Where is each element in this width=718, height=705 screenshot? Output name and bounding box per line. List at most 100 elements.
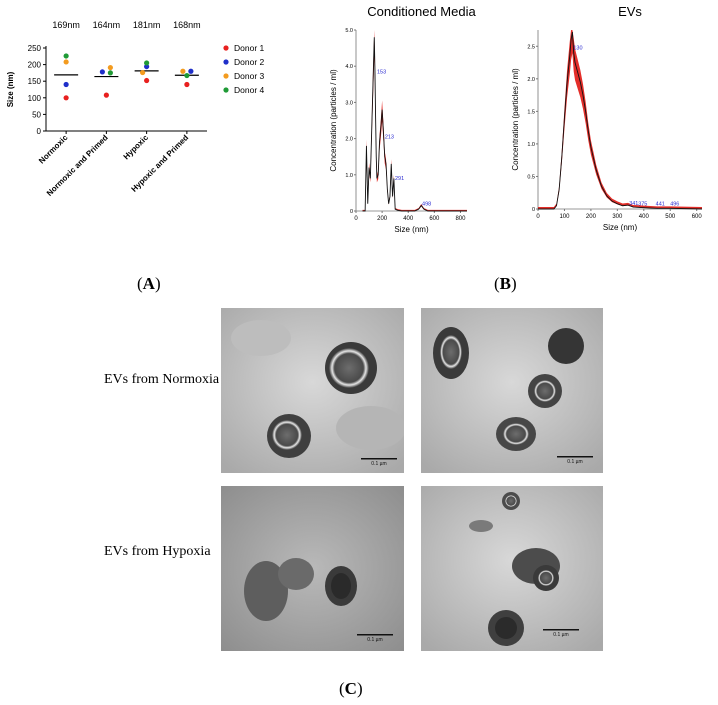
data-point xyxy=(107,64,113,71)
data-point xyxy=(188,68,194,74)
conditioned-media-nta-chart: Conditioned Media 0 1.0 2.0 3.0 4.0 5.0 0 200 400… xyxy=(329,4,476,234)
evs-nta-chart: EVs 0 0.5 1.0 1.5 2.0 2.5 0 100 200 300 400 500 600 Si… xyxy=(511,4,703,232)
legend-marker xyxy=(223,45,229,51)
scale-bar-label: 0.1 µm xyxy=(553,632,568,638)
panel-label-a: (A) xyxy=(137,274,161,293)
x-tick-label: 300 xyxy=(612,214,623,220)
scale-bar-label: 0.1 µm xyxy=(567,459,582,465)
y-tick-label: 150 xyxy=(28,77,42,86)
x-tick-label: 400 xyxy=(639,214,650,220)
peak-label: 213 xyxy=(385,135,394,141)
tem-micrograph-normoxia-2: 0.1 µm xyxy=(421,308,603,473)
error-band xyxy=(362,30,467,211)
x-tick-label: 400 xyxy=(403,216,414,222)
y-tick-label: 2.0 xyxy=(345,137,353,143)
y-tick-label: 2.0 xyxy=(527,77,535,83)
x-tick-label: 0 xyxy=(536,214,540,220)
scale-bar-label: 0.1 µm xyxy=(371,461,386,467)
tem-image: 0.1 µm xyxy=(421,486,603,651)
peak-label: 498 xyxy=(422,202,431,208)
data-point xyxy=(63,95,69,101)
peak-label: 375 xyxy=(638,202,647,208)
x-tick-label: 500 xyxy=(665,214,676,220)
y-tick-label: 0 xyxy=(37,127,42,136)
y-axis-label: Concentration (particles / ml) xyxy=(511,68,520,171)
tem-image: 0.1 µm xyxy=(221,486,404,651)
y-axis-label: Size (nm) xyxy=(6,71,15,107)
legend-marker xyxy=(223,87,229,93)
y-tick-label: 0 xyxy=(532,207,535,213)
y-tick-label: 50 xyxy=(32,110,41,119)
mean-curve xyxy=(538,31,703,210)
mean-label: 164nm xyxy=(93,20,121,30)
scale-bar-label: 0.1 µm xyxy=(367,637,382,643)
y-tick-label: 4.0 xyxy=(345,64,353,70)
tem-micrograph-normoxia-1: 0.1 µm xyxy=(221,308,404,473)
data-point xyxy=(63,53,69,59)
x-tick-label: 0 xyxy=(354,216,358,222)
y-tick-label: 2.5 xyxy=(527,44,535,50)
data-point xyxy=(180,68,186,74)
x-axis-label: Size (nm) xyxy=(603,223,638,232)
legend-label: Donor 2 xyxy=(234,57,265,67)
x-tick-label: 600 xyxy=(429,216,440,222)
y-axis-label: Concentration (particles / ml) xyxy=(329,69,338,172)
chart-title: EVs xyxy=(618,4,642,19)
x-tick-label: 800 xyxy=(455,216,466,222)
peak-label: 496 xyxy=(670,202,679,208)
x-tick-label: Hypoxic xyxy=(122,133,151,162)
tem-image: 0.1 µm xyxy=(421,308,603,473)
y-tick-label: 1.0 xyxy=(527,142,535,148)
tem-image: 0.1 µm xyxy=(221,308,404,473)
panel-label-c: (C) xyxy=(339,679,363,698)
peak-label: 441 xyxy=(656,202,665,208)
tem-micrograph-hypoxia-1: 0.1 µm xyxy=(221,486,404,651)
row-label-hypoxia: EVs from Hypoxia xyxy=(104,544,211,559)
x-tick-label: Normoxic xyxy=(37,133,70,166)
mean-label: 169nm xyxy=(52,20,80,30)
y-tick-label: 1.5 xyxy=(527,109,535,115)
data-point xyxy=(144,60,150,66)
y-tick-label: 100 xyxy=(28,94,42,103)
panel-letter-c: C xyxy=(344,679,357,698)
y-tick-label: 0 xyxy=(350,209,353,215)
x-tick-label: 200 xyxy=(586,214,597,220)
data-point xyxy=(63,59,69,65)
legend-label: Donor 3 xyxy=(234,71,265,81)
y-tick-label: 200 xyxy=(28,61,42,70)
data-point xyxy=(107,70,113,76)
error-band xyxy=(538,30,702,209)
panel-letter-b: B xyxy=(499,274,512,293)
legend-marker xyxy=(223,59,229,65)
mean-label: 168nm xyxy=(173,20,201,30)
data-point xyxy=(144,63,150,70)
panel-letter-a: A xyxy=(142,274,155,293)
y-tick-label: 3.0 xyxy=(345,100,353,106)
panel-label-b: (B) xyxy=(494,274,517,293)
tem-micrograph-hypoxia-2: 0.1 µm xyxy=(421,486,603,651)
x-tick-label: 100 xyxy=(559,214,570,220)
data-point xyxy=(184,81,190,88)
chart-title: Conditioned Media xyxy=(367,4,476,19)
row-label-normoxia: EVs from Normoxia xyxy=(104,372,220,387)
y-tick-label: 5.0 xyxy=(345,28,353,34)
data-point xyxy=(99,69,105,75)
x-tick-label: 600 xyxy=(692,214,703,220)
y-tick-label: 250 xyxy=(28,44,42,53)
legend-marker xyxy=(223,73,229,79)
legend-label: Donor 4 xyxy=(234,85,265,95)
x-axis-label: Size (nm) xyxy=(394,225,429,234)
peak-label: 153 xyxy=(377,69,386,75)
peak-label: 130 xyxy=(573,46,582,52)
data-point xyxy=(140,69,146,76)
data-point xyxy=(63,81,69,88)
peak-label: 291 xyxy=(395,176,404,182)
x-tick-label: 200 xyxy=(377,216,388,222)
mean-label: 181nm xyxy=(133,20,161,30)
mean-curve xyxy=(362,37,467,212)
y-tick-label: 0.5 xyxy=(527,174,535,180)
data-point xyxy=(103,92,109,98)
legend-label: Donor 1 xyxy=(234,43,265,53)
peak-label: 341 xyxy=(629,201,638,207)
